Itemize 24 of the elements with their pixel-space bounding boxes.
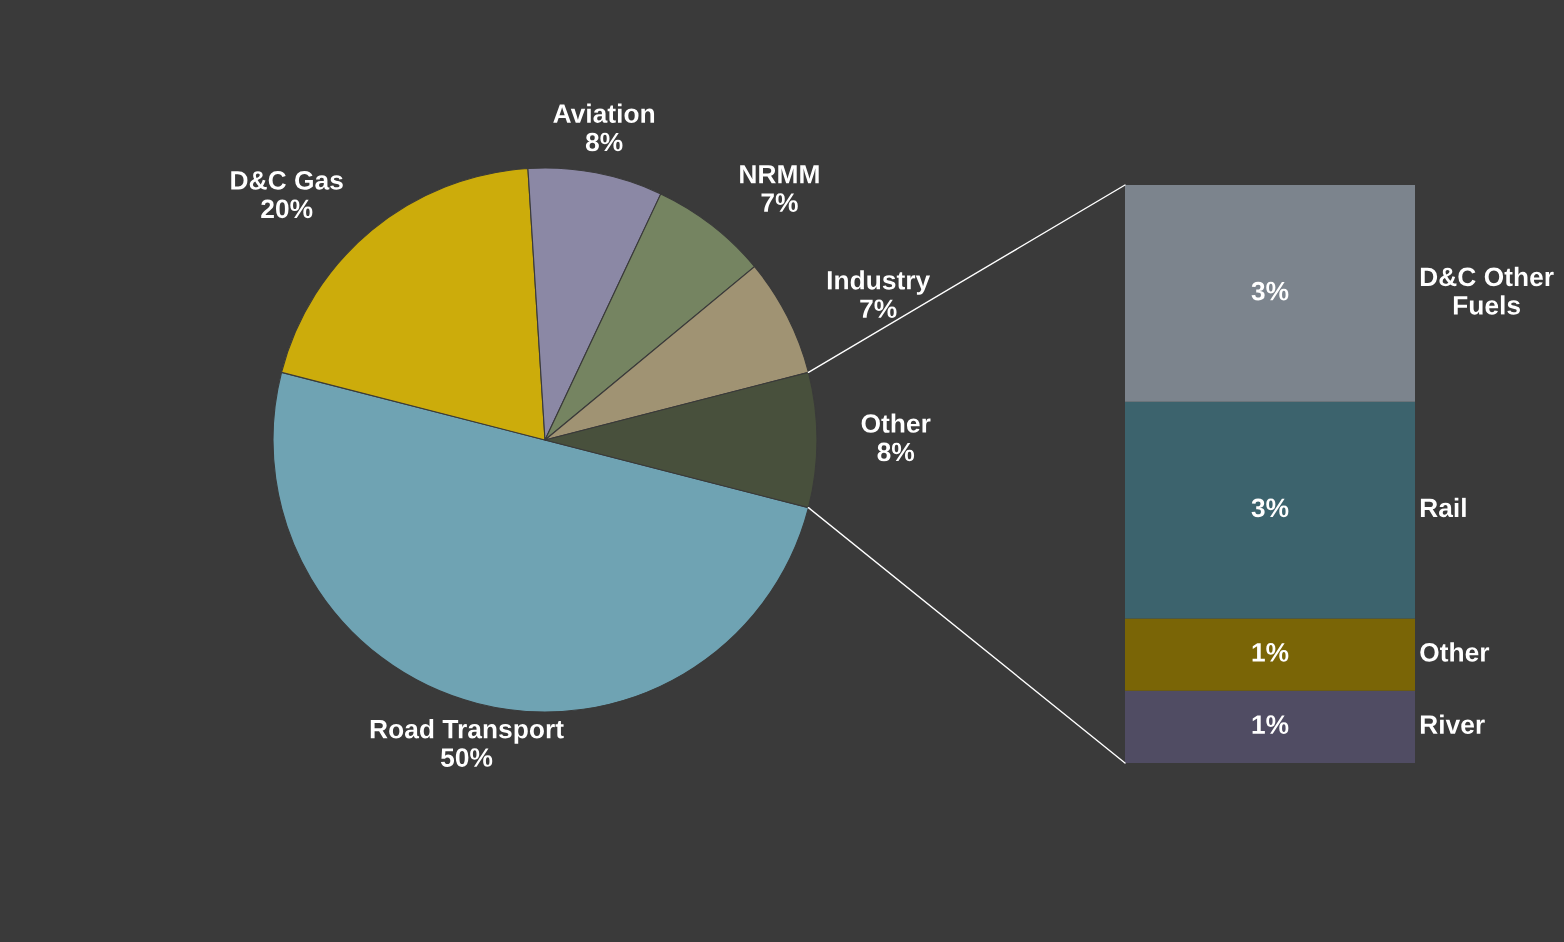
data-label: 3% (1251, 281, 1289, 301)
series-label: Rail (1420, 497, 1466, 518)
bar (1125, 185, 1415, 402)
data-label: 50% (440, 748, 493, 767)
data-label: 1% (1252, 643, 1289, 662)
data-label: 3% (1251, 498, 1289, 518)
data-label: 7% (761, 193, 798, 212)
series-label: River (1420, 714, 1485, 734)
data-label: 8% (877, 442, 915, 462)
bar (1125, 690, 1415, 763)
data-label: 1% (1252, 715, 1289, 734)
data-label: 20% (261, 199, 313, 219)
slice-label: D&C Gas (231, 171, 343, 190)
slice-label: Industry (827, 270, 931, 295)
series-label: D&C Other Fuels (1420, 266, 1554, 315)
series-label: Other (1420, 642, 1490, 662)
slice-label: Other (861, 413, 931, 433)
data-label: 7% (860, 299, 897, 318)
bar (1125, 618, 1415, 691)
bar (1125, 401, 1415, 619)
slice-label: NRMM (740, 165, 819, 184)
data-label: 8% (585, 132, 623, 152)
slice-label: Road Transport (370, 719, 564, 744)
slice-label: Aviation (553, 103, 655, 123)
